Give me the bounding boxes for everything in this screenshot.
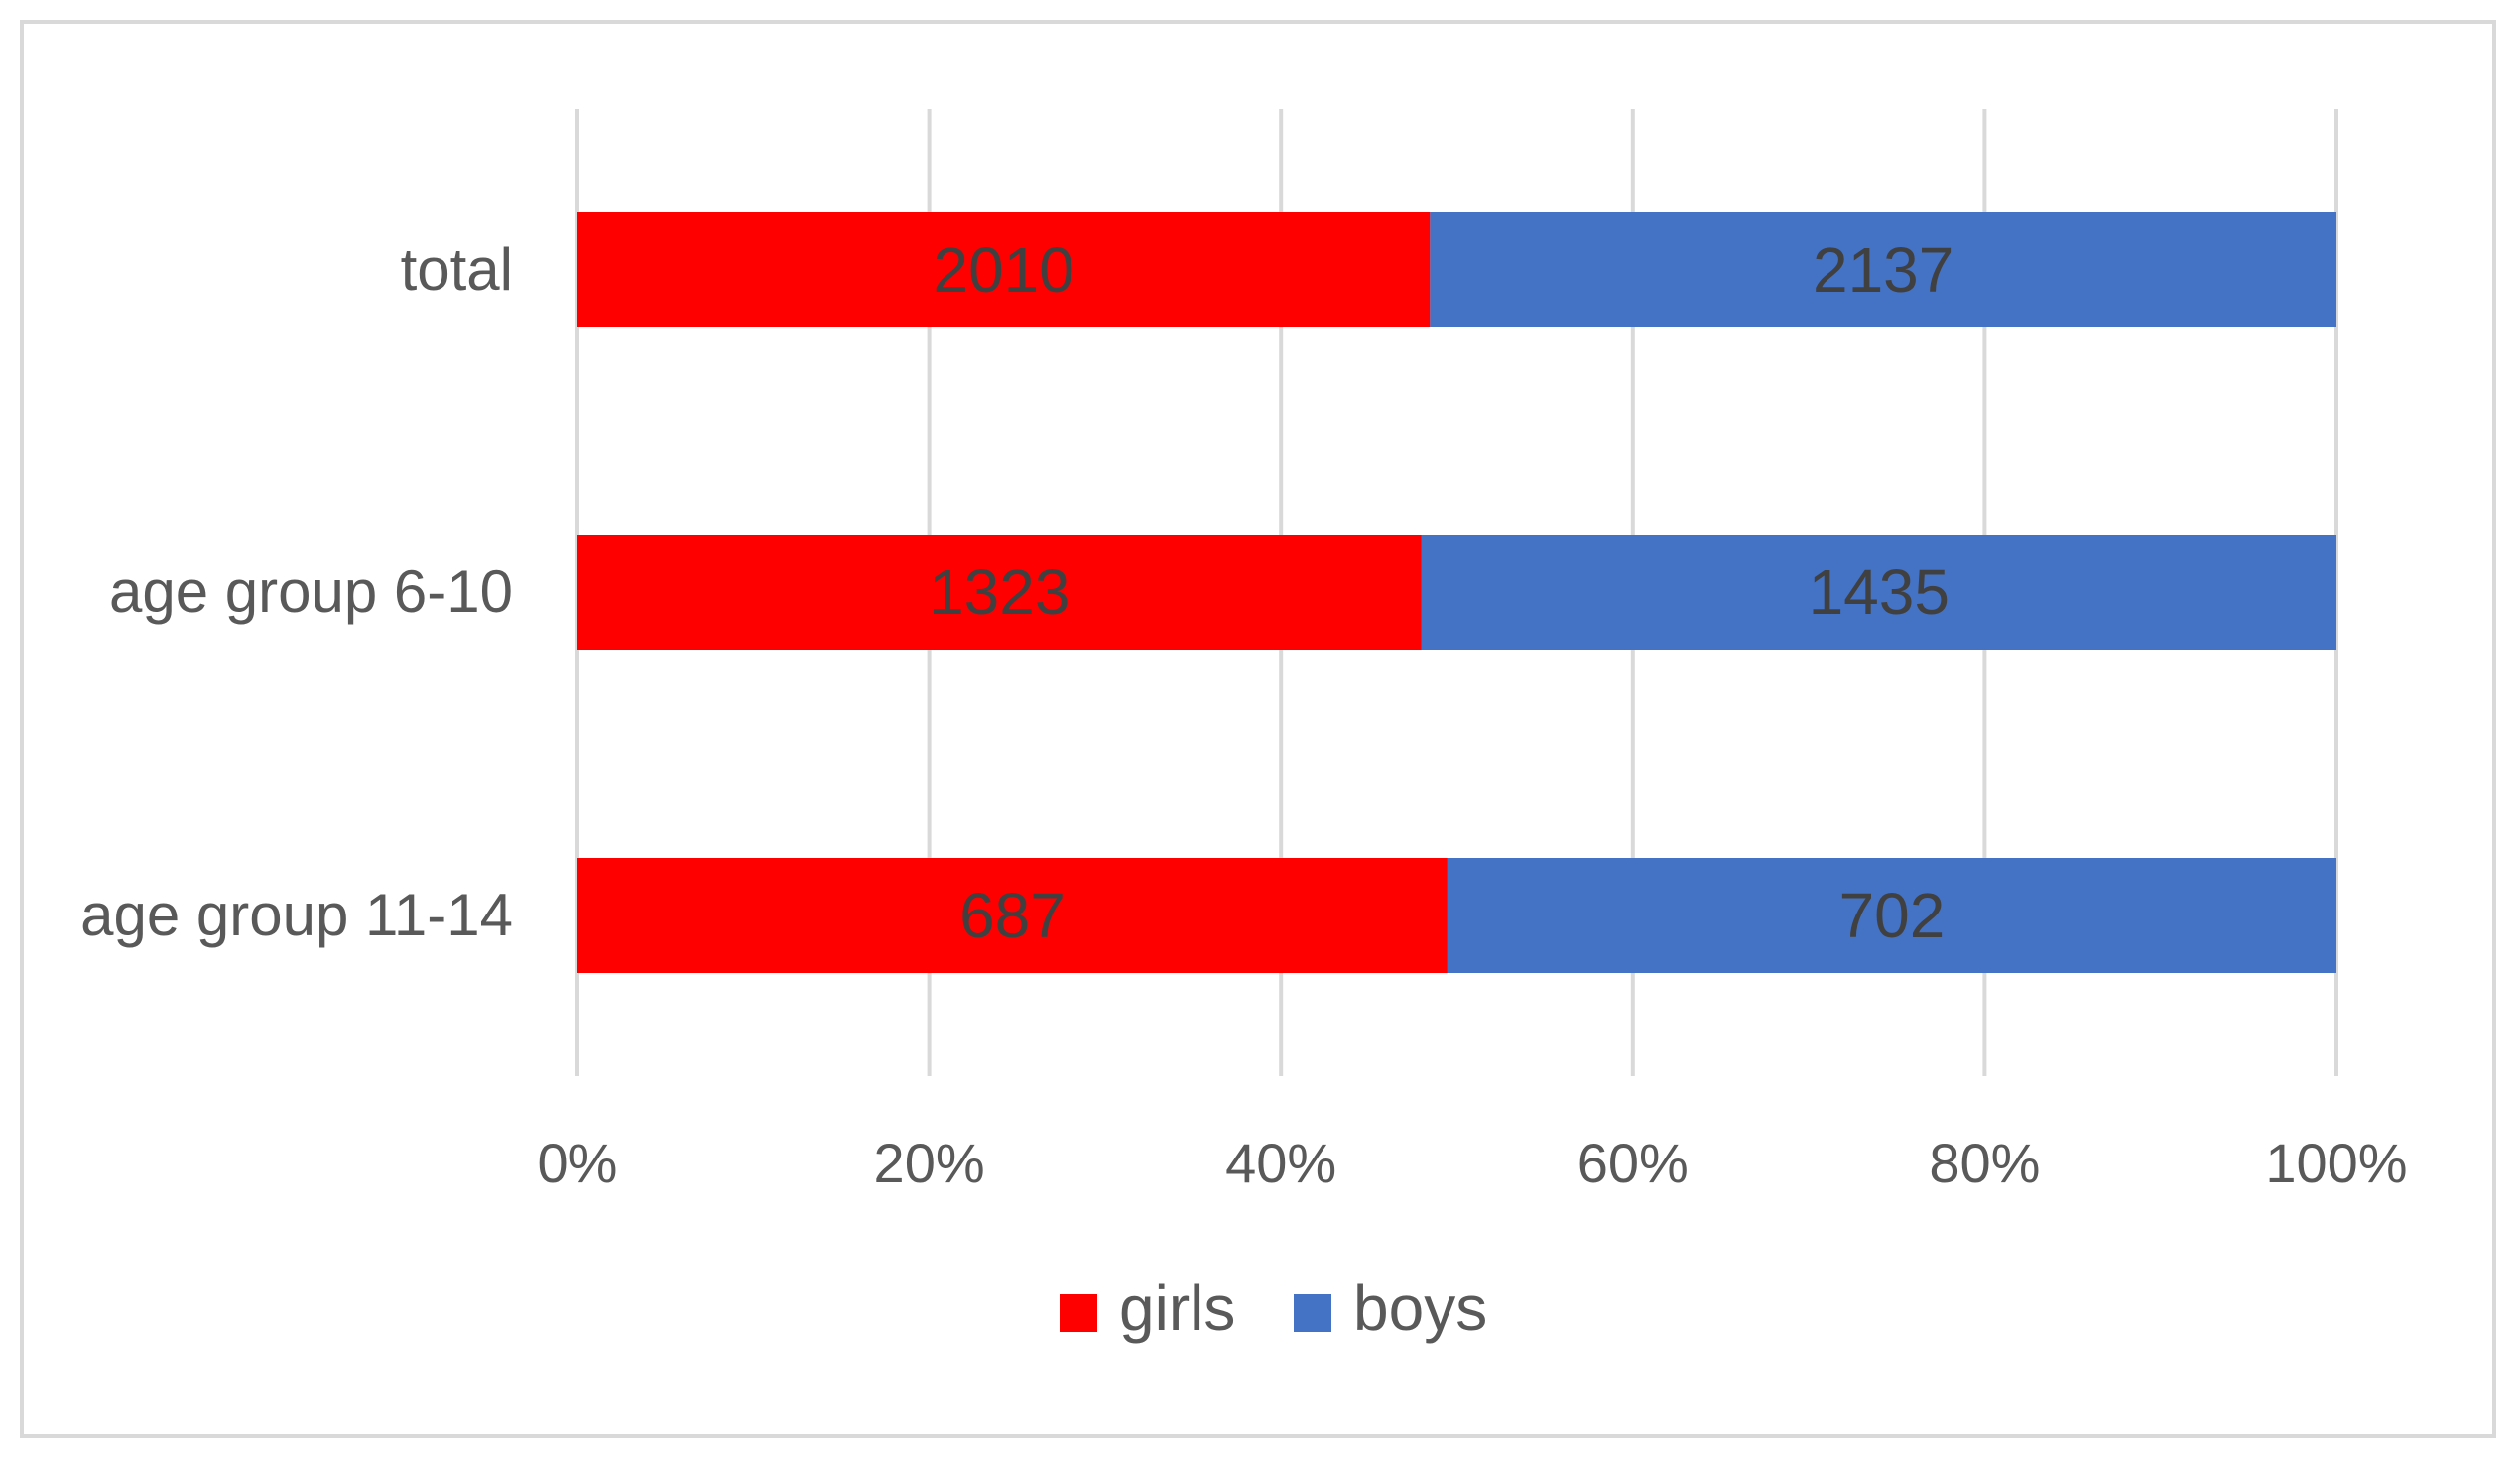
data-labels: 2010 2137 1323 1435 687 702 [929, 234, 1953, 951]
data-label: 1323 [929, 556, 1070, 628]
bar-girls [577, 858, 1448, 973]
bar-boys [1447, 858, 2336, 973]
x-tick-label: 100% [2265, 1132, 2407, 1194]
x-tick-label: 40% [1225, 1132, 1336, 1194]
x-tick-label: 60% [1577, 1132, 1689, 1194]
bars [577, 212, 2336, 973]
legend: girls boys [1060, 1273, 1487, 1344]
data-label: 1435 [1809, 556, 1950, 628]
x-axis-tick-labels: 0% 20% 40% 60% 80% 100% [538, 1132, 2408, 1194]
category-label: age group 11-14 [80, 882, 513, 948]
bar-girls [577, 535, 1422, 650]
legend-swatch-boys [1294, 1294, 1331, 1332]
bar-girls [577, 212, 1431, 327]
data-label: 2010 [933, 234, 1073, 305]
category-labels: total age group 6-10 age group 11-14 [80, 236, 513, 948]
x-tick-label: 0% [538, 1132, 618, 1194]
category-label: total [401, 236, 513, 303]
x-tick-label: 20% [874, 1132, 985, 1194]
category-label: age group 6-10 [109, 558, 513, 625]
data-label: 702 [1839, 880, 1946, 951]
legend-label-boys: boys [1353, 1273, 1487, 1344]
legend-swatch-girls [1060, 1294, 1097, 1332]
data-label: 2137 [1813, 234, 1953, 305]
legend-label-girls: girls [1119, 1273, 1235, 1344]
bar-boys [1421, 535, 2336, 650]
x-tick-label: 80% [1929, 1132, 2040, 1194]
bar-boys [1430, 212, 2336, 327]
data-label: 687 [959, 880, 1066, 951]
